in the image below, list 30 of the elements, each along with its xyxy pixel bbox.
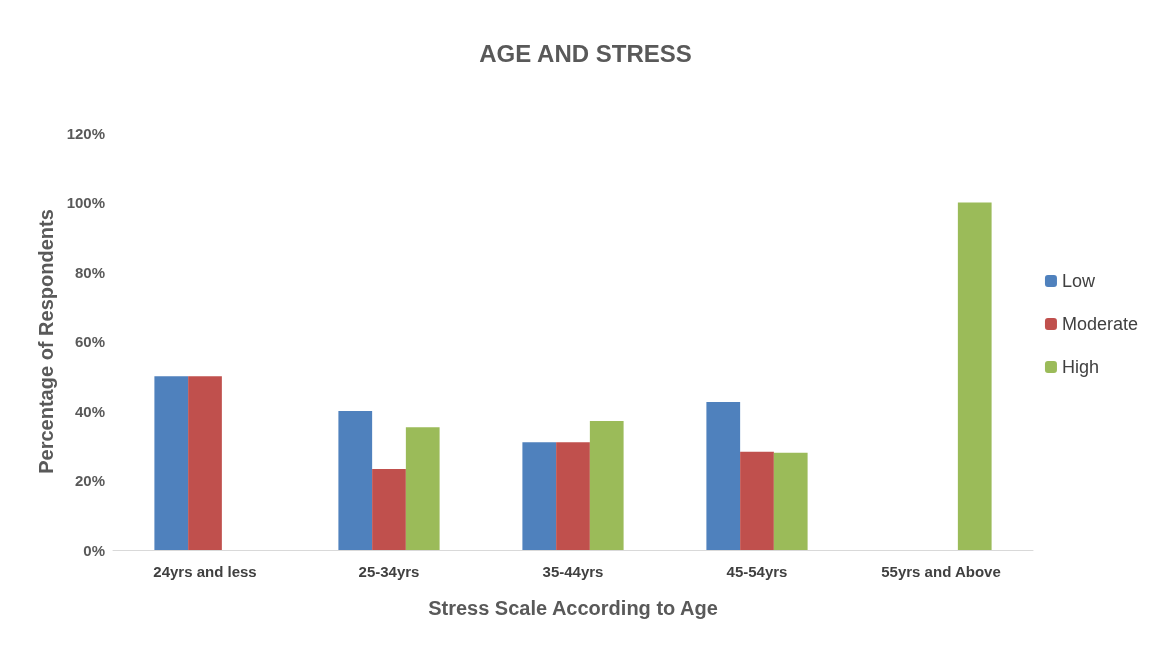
bar	[957, 202, 992, 550]
x-tick-label: 55yrs and Above	[881, 563, 1001, 580]
x-tick-label: 24yrs and less	[153, 563, 257, 580]
legend-label: Moderate	[1061, 314, 1138, 334]
bar	[154, 376, 189, 550]
y-axis-title: Percentage of Respondents	[34, 209, 57, 474]
bar	[188, 376, 222, 550]
bar	[372, 469, 406, 550]
y-tick-label: 0%	[83, 541, 105, 559]
bar	[522, 442, 557, 550]
bar	[405, 427, 440, 550]
bar	[740, 451, 774, 550]
y-tick-label: 120%	[66, 124, 105, 142]
bar	[706, 401, 741, 550]
x-axis-title: Stress Scale According to Age	[428, 597, 718, 619]
y-tick-label: 20%	[74, 472, 105, 489]
x-tick-label: 45-54yrs	[726, 563, 788, 580]
y-tick-label: 80%	[74, 263, 105, 281]
legend-label: High	[1061, 357, 1099, 377]
y-tick-label: 40%	[74, 402, 105, 420]
x-tick-label: 35-44yrs	[542, 563, 604, 580]
bar	[556, 442, 590, 550]
y-tick-label: 100%	[66, 194, 105, 211]
bar	[589, 421, 624, 550]
legend-label: Low	[1061, 271, 1096, 291]
x-tick-label: 25-34yrs	[358, 563, 420, 580]
y-tick-label: 60%	[74, 333, 105, 350]
chart-title: AGE AND STRESS	[479, 39, 692, 67]
bar	[773, 452, 808, 550]
bar	[338, 411, 373, 550]
